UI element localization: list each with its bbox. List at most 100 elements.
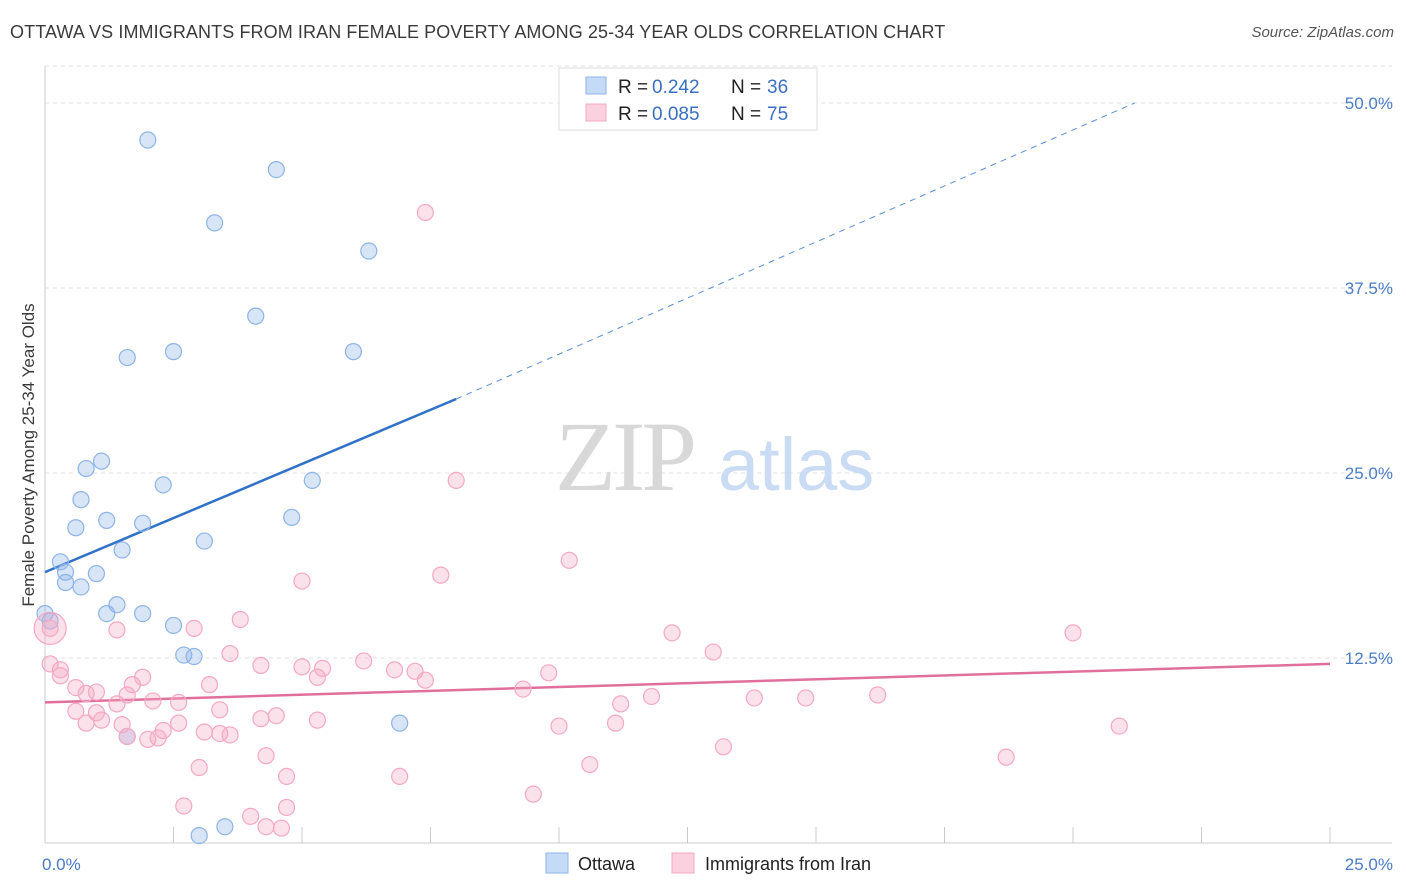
ottawa-trend-extension <box>456 102 1135 400</box>
iran-point-11 <box>704 643 722 661</box>
ottawa-point-13 <box>98 511 116 529</box>
bottom-legend-label-iran: Immigrants from Iran <box>705 854 871 874</box>
ottawa-point-8 <box>92 452 111 470</box>
iran-point-71 <box>242 807 260 825</box>
iran-point-15 <box>252 656 270 675</box>
iran-point-45 <box>252 710 270 728</box>
iran-point-47 <box>92 711 111 729</box>
iran-point-43 <box>211 701 229 719</box>
iran-point-26 <box>67 678 85 697</box>
iran-point-29 <box>514 680 532 698</box>
watermark-atlas: atlas <box>718 423 874 506</box>
bottom-legend-swatch-ottawa <box>545 852 569 874</box>
y-axis-label: Female Poverty Among 25-34 Year Olds <box>19 303 38 606</box>
iran-point-7 <box>108 621 126 639</box>
legend-swatch-ottawa <box>585 76 607 95</box>
iran-point-41 <box>67 702 85 720</box>
y-tick-label-1: 25.0% <box>1345 464 1393 483</box>
ottawa-point-9 <box>77 459 95 478</box>
iran-point-3 <box>432 566 450 584</box>
ottawa-point-1 <box>267 161 285 179</box>
iran-point-55 <box>195 723 213 741</box>
ottawa-point-22 <box>56 573 75 592</box>
bottom-legend-swatch-iran <box>671 852 695 874</box>
iran-point-4 <box>293 572 311 590</box>
iran-point-51 <box>606 714 625 732</box>
iran-point-27 <box>123 676 141 694</box>
ottawa-point-14 <box>134 514 152 532</box>
y-tick-label-0: 12.5% <box>1345 649 1393 668</box>
gridlines <box>45 65 1392 659</box>
chart-title: OTTAWA VS IMMIGRANTS FROM IRAN FEMALE PO… <box>10 22 946 42</box>
ottawa-point-19 <box>51 553 70 571</box>
legend-swatch-iran <box>585 103 607 122</box>
ottawa-point-26 <box>98 604 116 623</box>
ottawa-point-7 <box>344 343 362 361</box>
axes <box>44 66 1392 844</box>
iran-point-25 <box>416 671 434 689</box>
iran-point-16 <box>293 658 311 676</box>
ottawa-point-0 <box>139 131 157 149</box>
iran-point-37 <box>144 692 162 710</box>
iran-point-39 <box>108 695 126 713</box>
iran-point-59 <box>149 729 167 747</box>
ottawa-point-4 <box>247 307 265 325</box>
y-tick-label-2: 37.5% <box>1345 279 1393 298</box>
iran-point-13 <box>355 652 373 670</box>
ottawa-point-32 <box>391 714 409 732</box>
ottawa-point-10 <box>154 476 172 494</box>
legend-r-label-ottawa: R = <box>618 77 648 98</box>
iran-point-12 <box>221 644 239 663</box>
iran-point-48 <box>170 714 188 732</box>
iran-point-65 <box>581 755 599 774</box>
iran-point-70 <box>277 798 296 817</box>
iran-point-5 <box>231 610 249 629</box>
iran-point-67 <box>391 767 409 786</box>
ottawa-point-21 <box>87 565 106 583</box>
iran-point-2 <box>560 551 578 569</box>
iran-trend-line <box>44 662 1331 704</box>
ottawa-trend-line <box>44 397 457 574</box>
iran-point-34 <box>745 689 763 707</box>
ottawa-point-16 <box>67 519 85 537</box>
x-tick-label-0: 0.0% <box>42 855 81 874</box>
iran-point-44 <box>267 707 285 725</box>
iran-point-69 <box>175 797 193 815</box>
iran-point-68 <box>524 785 542 803</box>
iran-point-38 <box>170 693 188 712</box>
iran-point-36 <box>869 686 887 704</box>
iran-point-21 <box>51 661 70 679</box>
x-tick-label-1: 25.0% <box>1345 855 1393 874</box>
iran-point-24 <box>308 668 327 686</box>
source-label: Source: ZipAtlas.com <box>1251 24 1394 41</box>
ottawa-point-18 <box>113 541 131 559</box>
iran-point-1 <box>447 471 465 489</box>
iran-point-17 <box>313 659 332 677</box>
iran-point-6 <box>41 619 59 638</box>
y-tick-label-3: 50.0% <box>1345 94 1393 113</box>
iran-point-40 <box>612 695 630 713</box>
legend-n-label-iran: N = <box>731 104 761 125</box>
iran-point-73 <box>272 819 291 837</box>
iran-point-10 <box>1064 624 1082 642</box>
iran-point-72 <box>257 818 275 836</box>
legend-n-value-ottawa: 36 <box>767 77 788 98</box>
iran-point-22 <box>51 667 70 685</box>
iran-point-46 <box>308 711 327 729</box>
legend: R = 0.242 N = 36 R = 0.085 N = 75 <box>558 67 818 131</box>
iran-point-9 <box>663 624 681 642</box>
iran-point-60 <box>118 727 136 746</box>
ottawa-point-23 <box>72 578 90 596</box>
iran-point-8 <box>185 619 203 638</box>
iran-point-52 <box>550 717 568 735</box>
iran-point-66 <box>277 767 296 786</box>
iran-point-28 <box>200 676 219 694</box>
iran-point-64 <box>190 758 208 777</box>
iran-point-18 <box>385 661 404 679</box>
iran-point-53 <box>1110 717 1128 735</box>
ottawa-point-5 <box>118 348 136 367</box>
ottawa-point-15 <box>283 508 301 527</box>
ottawa-point-17 <box>195 532 213 550</box>
legend-r-label-iran: R = <box>618 104 648 125</box>
